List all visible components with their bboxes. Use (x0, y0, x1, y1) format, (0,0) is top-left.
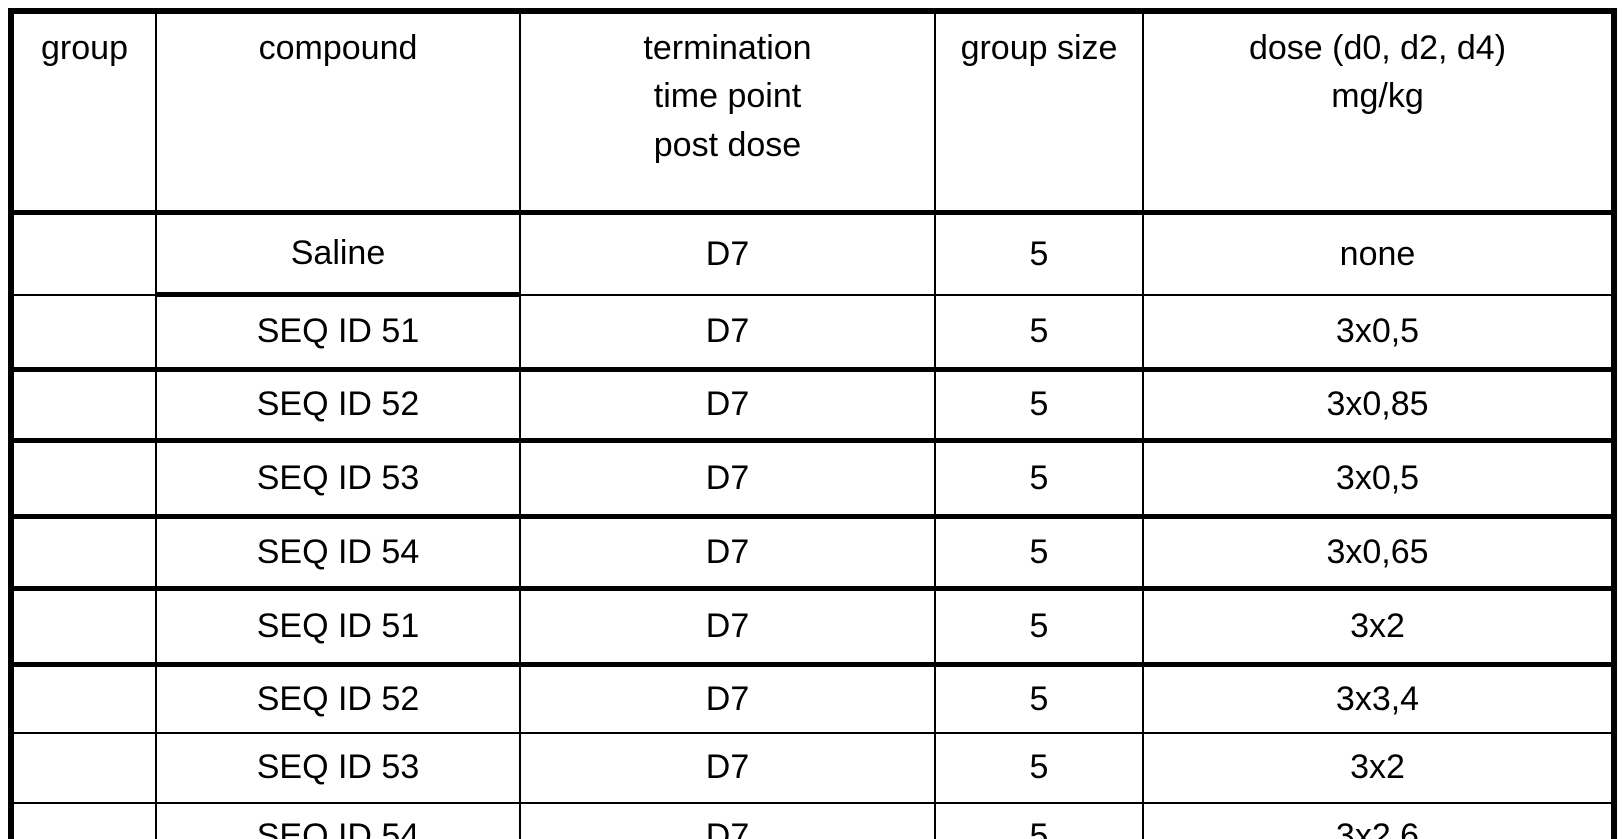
cell-group (10, 439, 157, 519)
header-group: group (10, 10, 157, 215)
cell-group-size: 5 (934, 515, 1144, 591)
cell-compound: SEQ ID 51 (155, 293, 521, 372)
cell-group-size: 5 (934, 211, 1144, 296)
cell-compound: SEQ ID 54 (155, 802, 521, 839)
cell-dose: 3x2 (1142, 732, 1615, 804)
cell-termination: D7 (519, 732, 936, 804)
cell-termination: D7 (519, 439, 936, 519)
cell-termination: D7 (519, 663, 936, 734)
cell-compound: SEQ ID 53 (155, 439, 521, 519)
cell-dose: 3x2,6 (1142, 802, 1615, 839)
table-row: SEQ ID 52 D7 5 3x0,85 (10, 368, 1615, 443)
header-group-size: group size (934, 10, 1144, 215)
cell-termination: D7 (519, 368, 936, 443)
cell-dose: 3x0,5 (1142, 439, 1615, 519)
cell-termination: D7 (519, 211, 936, 296)
cell-termination: D7 (519, 587, 936, 667)
cell-dose: 3x3,4 (1142, 663, 1615, 734)
cell-group (10, 587, 157, 667)
cell-compound: Saline (155, 211, 521, 297)
table-row: SEQ ID 51 D7 5 3x2 (10, 587, 1615, 667)
header-termination-time-point: termination time point post dose (519, 10, 936, 215)
cell-group-size: 5 (934, 368, 1144, 443)
cell-group (10, 663, 157, 734)
table-row: SEQ ID 54 D7 5 3x0,65 (10, 515, 1615, 591)
cell-group-size: 5 (934, 732, 1144, 804)
header-row: group compound termination time point po… (10, 10, 1615, 215)
cell-group (10, 293, 157, 372)
cell-compound: SEQ ID 53 (155, 732, 521, 804)
table-row: SEQ ID 53 D7 5 3x0,5 (10, 439, 1615, 519)
cell-dose: 3x0,65 (1142, 515, 1615, 591)
cell-group (10, 368, 157, 443)
cell-termination: D7 (519, 515, 936, 591)
cell-compound: SEQ ID 52 (155, 368, 521, 443)
cell-group-size: 5 (934, 663, 1144, 734)
cell-group-size: 5 (934, 587, 1144, 667)
cell-group (10, 732, 157, 804)
header-compound: compound (155, 10, 521, 215)
cell-termination: D7 (519, 293, 936, 372)
cell-group-size: 5 (934, 293, 1144, 372)
cell-group-size: 5 (934, 439, 1144, 519)
cell-group-size: 5 (934, 802, 1144, 839)
cell-compound: SEQ ID 52 (155, 663, 521, 734)
cell-compound: SEQ ID 51 (155, 587, 521, 667)
dosing-study-design-table: group compound termination time point po… (8, 8, 1617, 839)
table-row: SEQ ID 51 D7 5 3x0,5 (10, 293, 1615, 372)
cell-dose: 3x0,5 (1142, 293, 1615, 372)
table-row: Saline D7 5 none (10, 211, 1615, 297)
cell-dose: none (1142, 211, 1615, 296)
header-dose: dose (d0, d2, d4) mg/kg (1142, 10, 1615, 215)
cell-dose: 3x0,85 (1142, 368, 1615, 443)
cell-group (10, 211, 157, 296)
cell-compound: SEQ ID 54 (155, 515, 521, 591)
cell-group (10, 515, 157, 591)
cell-dose: 3x2 (1142, 587, 1615, 667)
table-row: SEQ ID 52 D7 5 3x3,4 (10, 663, 1615, 734)
table-row: SEQ ID 53 D7 5 3x2 (10, 732, 1615, 804)
table-row: SEQ ID 54 D7 5 3x2,6 (10, 802, 1615, 839)
cell-termination: D7 (519, 802, 936, 839)
cell-group (10, 802, 157, 839)
